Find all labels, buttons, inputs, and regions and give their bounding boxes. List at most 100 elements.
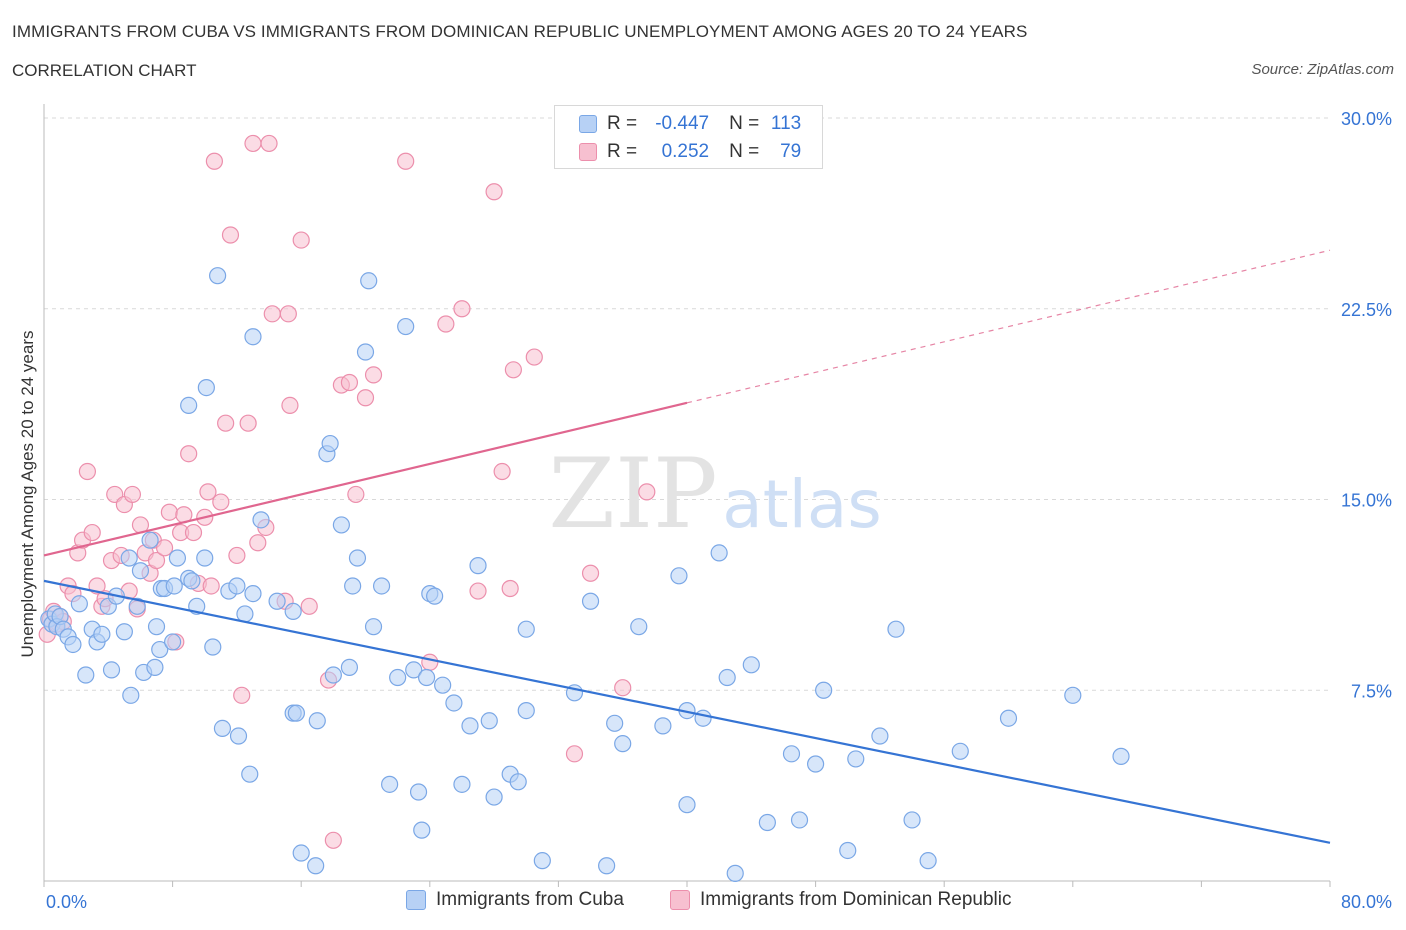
x-tick-label: 0.0% bbox=[46, 892, 87, 912]
dominican-point bbox=[437, 315, 455, 333]
cuba-point bbox=[287, 704, 305, 722]
correlation-legend: R = -0.447 N = 113 R = 0.252 N = 79 bbox=[554, 105, 823, 169]
cuba-point bbox=[951, 742, 969, 760]
cuba-point bbox=[533, 852, 551, 870]
cuba-point bbox=[321, 434, 339, 453]
cuba-point bbox=[381, 775, 399, 793]
cuba-point bbox=[919, 852, 937, 870]
dominican-point bbox=[493, 462, 511, 481]
dominican-point bbox=[199, 483, 217, 501]
cuba-point bbox=[630, 618, 648, 636]
dominican-point bbox=[356, 389, 375, 407]
cuba-point bbox=[115, 623, 133, 641]
dominican-point bbox=[347, 485, 365, 504]
cuba-point bbox=[839, 841, 857, 860]
cuba-point bbox=[517, 701, 535, 720]
cuba-point bbox=[434, 676, 452, 694]
cuba-point bbox=[397, 317, 415, 336]
dominican-point bbox=[221, 226, 240, 244]
dominican-point bbox=[397, 152, 415, 170]
trend-lines bbox=[43, 249, 1331, 844]
cuba-point bbox=[340, 658, 359, 676]
cuba-point bbox=[93, 625, 111, 643]
chart-subtitle: CORRELATION CHART bbox=[12, 61, 197, 80]
legend-row-dominican: R = 0.252 N = 79 bbox=[579, 141, 801, 165]
cuba-point bbox=[413, 821, 431, 839]
cuba-point bbox=[903, 811, 921, 829]
cuba-point bbox=[284, 602, 302, 621]
cuba-point bbox=[417, 668, 436, 687]
cuba-point bbox=[480, 712, 498, 730]
cuba-point bbox=[360, 272, 378, 290]
cuba-point bbox=[147, 618, 166, 636]
source-label: Source: ZipAtlas.com bbox=[1251, 61, 1394, 78]
cuba-point bbox=[405, 661, 423, 679]
cuba-point bbox=[196, 549, 214, 567]
dominican-point bbox=[83, 523, 101, 542]
y-axis-label: Unemployment Among Ages 20 to 24 years bbox=[18, 331, 37, 658]
dominican-point bbox=[263, 305, 281, 323]
cuba-point bbox=[614, 735, 632, 753]
dominican-point bbox=[202, 577, 220, 595]
dominican-swatch bbox=[579, 142, 597, 161]
dominican-trend-extension bbox=[686, 249, 1331, 404]
n-label: N = bbox=[729, 113, 760, 134]
cuba-point bbox=[244, 585, 262, 603]
dominican-trend-line bbox=[43, 401, 688, 557]
dominican-point bbox=[638, 483, 656, 501]
cuba-point bbox=[517, 620, 535, 638]
dominican-point bbox=[239, 414, 257, 432]
cuba-point bbox=[726, 864, 744, 882]
dominican-point bbox=[281, 396, 299, 414]
dominican-n-value: 79 bbox=[780, 141, 802, 162]
cuba-point bbox=[332, 516, 350, 534]
cuba-point bbox=[165, 577, 183, 595]
legend-item-cuba: Immigrants from Cuba bbox=[406, 889, 624, 911]
grid-lines bbox=[44, 117, 1330, 691]
cuba-point bbox=[308, 712, 326, 730]
watermark-atlas: atlas bbox=[722, 466, 882, 543]
cuba-point bbox=[790, 811, 809, 829]
cuba-r-value: -0.447 bbox=[655, 113, 710, 134]
dominican-point bbox=[565, 745, 584, 763]
cuba-point bbox=[678, 796, 696, 814]
cuba-point bbox=[364, 618, 383, 636]
cuba-point bbox=[164, 633, 182, 651]
cuba-point bbox=[120, 549, 138, 567]
cuba-point bbox=[409, 783, 428, 801]
cuba-point bbox=[581, 592, 600, 610]
legend-item-dominican: Immigrants from Dominican Republic bbox=[670, 889, 1012, 911]
cuba-point bbox=[292, 844, 310, 862]
cuba-point bbox=[485, 788, 503, 806]
y-tick-label: 7.5% bbox=[1351, 681, 1392, 701]
watermark-zip: ZIP bbox=[548, 438, 717, 550]
cuba-point bbox=[389, 668, 407, 687]
y-tick-label: 30.0% bbox=[1341, 109, 1392, 129]
dominican-point bbox=[581, 564, 600, 582]
dominican-point bbox=[364, 366, 383, 384]
y-tick-label: 15.0% bbox=[1341, 491, 1392, 511]
cuba-point bbox=[461, 717, 479, 735]
cuba-point bbox=[606, 714, 624, 732]
cuba-point bbox=[77, 666, 95, 684]
cuba-point bbox=[815, 681, 833, 699]
dominican-point bbox=[421, 653, 439, 671]
cuba-point bbox=[122, 686, 140, 704]
cuba-point bbox=[710, 544, 728, 562]
cuba-point bbox=[1112, 747, 1130, 765]
r-label: R = bbox=[607, 141, 638, 162]
chart-title: IMMIGRANTS FROM CUBA VS IMMIGRANTS FROM … bbox=[12, 22, 1028, 41]
dominican-point bbox=[160, 503, 178, 521]
cuba-point bbox=[252, 511, 270, 529]
cuba-point bbox=[70, 595, 88, 613]
cuba-point bbox=[324, 666, 342, 684]
cuba-point bbox=[236, 605, 254, 623]
tick-labels: 7.5% 15.0% 22.5% 30.0% 0.0% 80.0% bbox=[46, 109, 1392, 912]
cuba-point bbox=[131, 562, 150, 580]
dominican-point bbox=[155, 539, 174, 557]
cuba-point bbox=[372, 577, 391, 595]
y-tick-label: 22.5% bbox=[1341, 300, 1392, 320]
cuba-point bbox=[654, 717, 672, 735]
cuba-point bbox=[718, 668, 736, 687]
